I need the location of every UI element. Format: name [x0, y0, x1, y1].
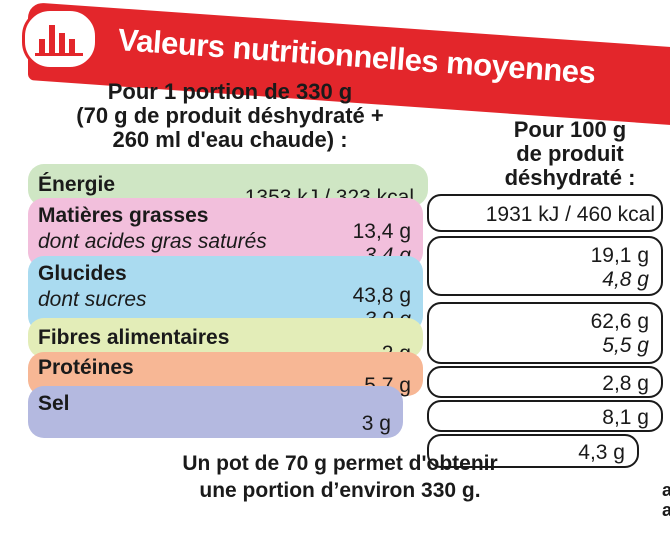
row-sel: Sel 3 g	[28, 386, 403, 438]
value-energie-per100: 1931 kJ / 460 kcal	[485, 203, 655, 226]
box-glucides-per100: 62,6 g 5,5 g	[427, 302, 663, 364]
footer-note: Un pot de 70 g permet d'obtenir une port…	[70, 450, 610, 504]
value-satures-per100: 4,8 g	[602, 268, 649, 291]
footer-line-2: une portion d’environ 330 g.	[199, 479, 481, 502]
label-sel: Sel	[38, 392, 70, 415]
portion-header-line-3: 260 ml d'eau chaude) :	[112, 127, 348, 152]
value-glucides-portion: 43,8 g	[352, 284, 411, 307]
value-sel-portion: 3 g	[361, 412, 391, 435]
value-sel-per100: 4,3 g	[578, 441, 625, 464]
box-energie-per100: 1931 kJ / 460 kcal	[427, 194, 663, 232]
value-fibres-per100: 2,8 g	[602, 372, 649, 395]
label-matieres-grasses: Matières grasses	[38, 204, 209, 227]
label-acides-gras-satures: dont acides gras saturés	[38, 230, 267, 253]
value-sucres-per100: 5,5 g	[602, 334, 649, 357]
value-matieres-grasses-per100: 19,1 g	[590, 244, 649, 267]
box-sel-per100: 4,3 g	[427, 434, 639, 468]
label-proteines: Protéines	[38, 356, 134, 379]
value-matieres-grasses-portion: 13,4 g	[352, 220, 411, 243]
per100-header-line-3: déshydraté :	[504, 165, 636, 190]
value-glucides-per100: 62,6 g	[590, 310, 649, 333]
edge-text-1: a	[662, 480, 670, 500]
value-proteines-per100: 8,1 g	[602, 406, 649, 429]
box-matieres-grasses-per100: 19,1 g 4,8 g	[427, 236, 663, 296]
per100-header-line-1: Pour 100 g	[513, 117, 627, 142]
portion-header: Pour 1 portion de 330 g (70 g de produit…	[30, 80, 430, 152]
label-glucides: Glucides	[38, 262, 127, 285]
portion-header-line-2: (70 g de produit déshydraté +	[76, 103, 384, 128]
box-proteines-per100: 8,1 g	[427, 400, 663, 432]
per100-header: Pour 100 g de produit déshydraté :	[470, 118, 670, 190]
edge-text-2: a	[662, 500, 670, 520]
portion-header-line-1: Pour 1 portion de 330 g	[107, 79, 353, 104]
label-fibres: Fibres alimentaires	[38, 326, 230, 349]
label-dont-sucres: dont sucres	[38, 288, 147, 311]
footer-line-1: Un pot de 70 g permet d'obtenir	[182, 452, 498, 475]
label-energie: Énergie	[38, 173, 116, 196]
row-fibres: Fibres alimentaires 2 g	[28, 318, 423, 365]
box-fibres-per100: 2,8 g	[427, 366, 663, 398]
bar-chart-icon	[22, 8, 98, 70]
per100-header-line-2: de produit	[516, 141, 624, 166]
